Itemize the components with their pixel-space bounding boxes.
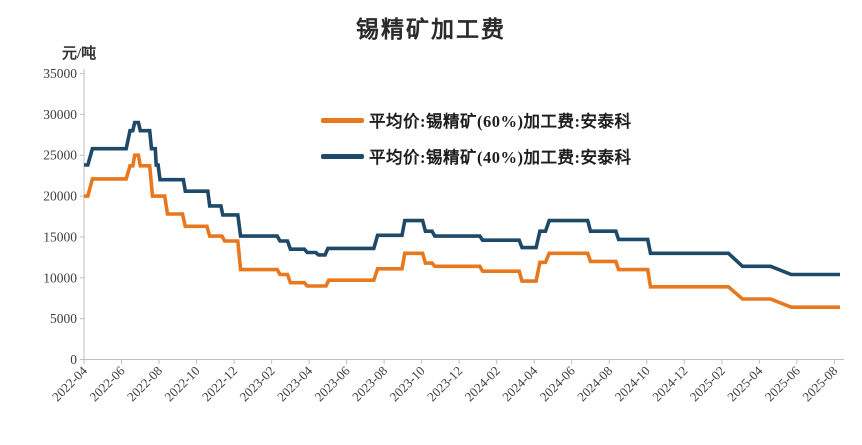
x-tick-label: 2023-06 — [311, 363, 353, 405]
y-tick-label: 30000 — [43, 107, 77, 122]
y-tick-label: 0 — [70, 352, 77, 367]
y-tick-label: 15000 — [43, 229, 77, 244]
x-tick-label: 2024-08 — [574, 363, 615, 404]
series-line-40pct — [84, 120, 840, 277]
y-tick-label: 35000 — [43, 66, 77, 81]
x-tick-label: 2024-02 — [462, 363, 503, 404]
y-tick-label: 5000 — [50, 311, 77, 326]
legend-label-40pct: 平均价:锡精矿(40%)加工费:安泰科 — [369, 148, 632, 167]
x-tick-label: 2024-10 — [612, 363, 653, 404]
y-tick-label: 25000 — [43, 148, 77, 163]
y-tick-label: 10000 — [43, 270, 77, 285]
x-tick-label: 2023-02 — [236, 363, 277, 404]
legend: 平均价:锡精矿(60%)加工费:安泰科 平均价:锡精矿(40%)加工费:安泰科 — [321, 102, 631, 174]
legend-item-60pct: 平均价:锡精矿(60%)加工费:安泰科 — [321, 102, 631, 138]
x-tick-label: 2022-12 — [199, 363, 240, 404]
x-tick-label: 2025-08 — [799, 363, 840, 404]
x-tick-label: 2022-10 — [161, 363, 202, 404]
y-axis-unit-label: 元/吨 — [62, 46, 97, 62]
x-tick-label: 2023-12 — [424, 363, 465, 404]
x-tick-label: 2022-08 — [124, 363, 165, 404]
x-tick-label: 2025-02 — [687, 363, 728, 404]
x-tick-label: 2023-10 — [387, 363, 428, 404]
x-tick-label: 2022-06 — [86, 363, 128, 405]
x-tick-label: 2025-04 — [724, 363, 766, 405]
y-tick-label: 20000 — [43, 189, 77, 204]
x-tick-label: 2024-12 — [649, 363, 690, 404]
x-tick-label: 2025-06 — [762, 363, 804, 405]
x-tick-label: 2023-08 — [349, 363, 390, 404]
x-tick-label: 2024-06 — [537, 363, 579, 405]
legend-item-40pct: 平均价:锡精矿(40%)加工费:安泰科 — [321, 138, 631, 174]
x-tick-label: 2023-04 — [274, 363, 316, 405]
legend-line-swatch-navy — [321, 153, 364, 159]
legend-line-swatch-orange — [321, 117, 364, 123]
series-line-60pct — [84, 153, 840, 310]
chart-title: 锡精矿加工费 — [356, 17, 506, 42]
x-tick-label: 2024-04 — [499, 363, 541, 405]
x-tick-label: 2022-04 — [49, 363, 91, 405]
legend-label-60pct: 平均价:锡精矿(60%)加工费:安泰科 — [369, 112, 632, 131]
